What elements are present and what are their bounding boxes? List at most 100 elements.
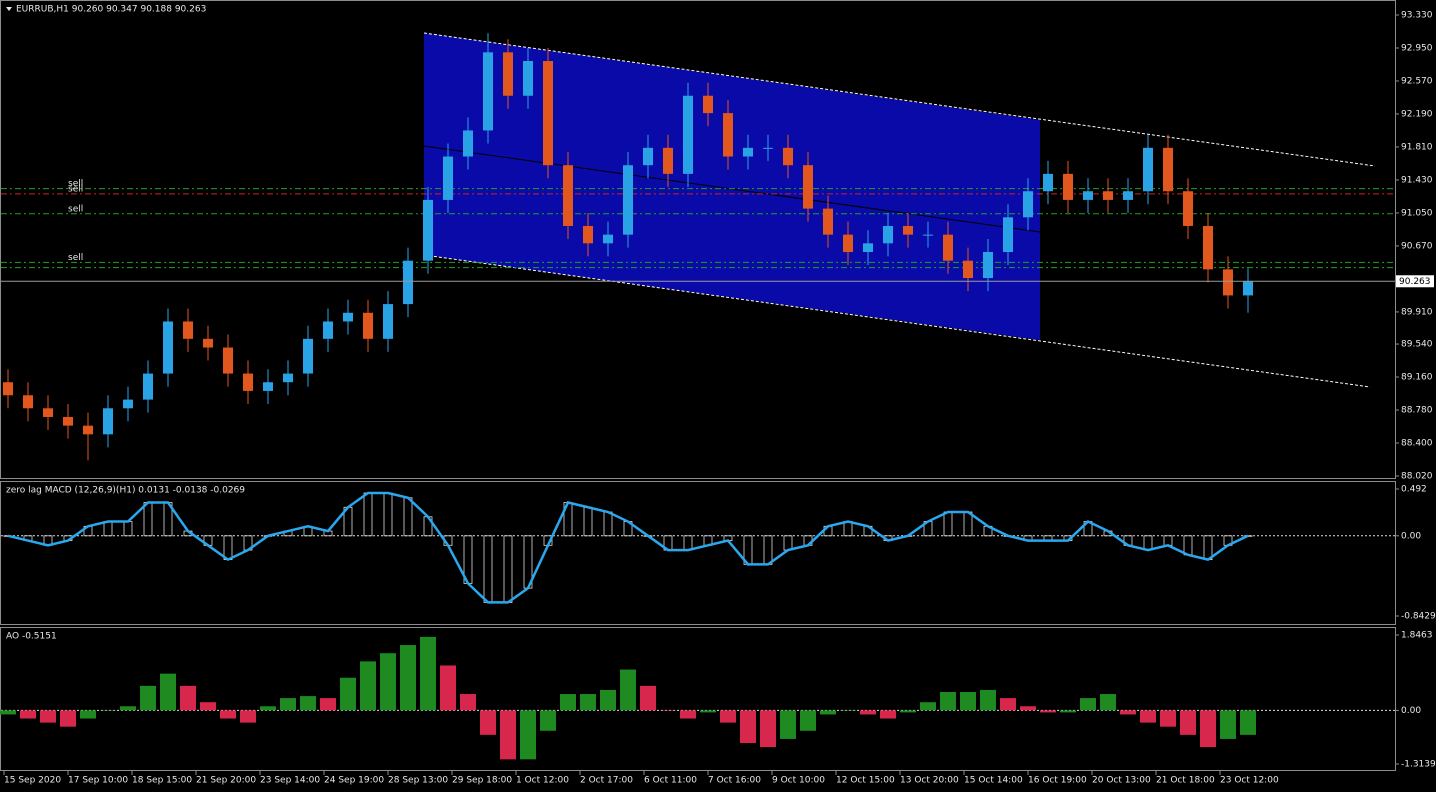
ao-bar: [540, 710, 556, 731]
y-tick-label: -0.8429: [1401, 612, 1436, 622]
x-tick-label: 12 Oct 15:00: [836, 776, 895, 786]
level-label: sell: [68, 184, 83, 194]
x-tick-label: 29 Sep 18:00: [452, 776, 512, 786]
candle-body: [483, 52, 493, 131]
ao-bar: [500, 710, 516, 760]
ao-bar: [580, 694, 596, 711]
ao-bar: [1040, 710, 1056, 713]
ao-bar: [160, 673, 176, 711]
candle-body: [663, 147, 673, 174]
candle-body: [963, 260, 973, 279]
y-tick-label: 92.950: [1401, 43, 1433, 53]
ao-bar: [1180, 710, 1196, 735]
ao-bar: [1060, 710, 1076, 713]
level-label: sell: [68, 253, 83, 263]
candle-body: [523, 61, 533, 96]
candle-body: [923, 234, 933, 236]
x-tick-label: 23 Sep 14:00: [260, 776, 320, 786]
y-tick-label: 89.540: [1401, 340, 1433, 350]
candle-body: [83, 425, 93, 435]
x-tick-label: 21 Sep 20:00: [196, 776, 256, 786]
candle-body: [1043, 173, 1053, 192]
candle-body: [263, 382, 273, 391]
candle-body: [403, 260, 413, 305]
candle-body: [763, 147, 773, 149]
x-tick-label: 28 Sep 13:00: [388, 776, 448, 786]
ao-bar: [720, 710, 736, 723]
ao-bar: [1100, 694, 1116, 711]
x-tick-label: 1 Oct 12:00: [516, 776, 569, 786]
channel-fill: [424, 33, 1040, 340]
candle-body: [183, 321, 193, 339]
candle-body: [543, 61, 553, 166]
candle-body: [223, 347, 233, 374]
y-tick-label: 93.330: [1401, 11, 1433, 21]
candle-body: [643, 147, 653, 166]
candle-body: [723, 113, 733, 157]
x-tick-label: 17 Sep 10:00: [68, 776, 128, 786]
x-tick-label: 21 Oct 18:00: [1156, 776, 1215, 786]
candle-body: [1083, 191, 1093, 200]
ao-bar: [760, 710, 776, 748]
ao-bar: [700, 710, 716, 713]
ao-bar: [80, 710, 96, 719]
candle-body: [203, 338, 213, 348]
ao-bar: [780, 710, 796, 739]
candle-body: [683, 95, 693, 174]
ao-bar: [880, 710, 896, 719]
candle-body: [103, 408, 113, 435]
ao-bar: [440, 665, 456, 711]
ao-bar: [660, 710, 676, 711]
candle-body: [1223, 269, 1233, 296]
candle-body: [303, 338, 313, 374]
y-tick-label: 92.570: [1401, 76, 1433, 86]
ao-bar: [940, 691, 956, 711]
x-tick-label: 20 Oct 13:00: [1092, 776, 1151, 786]
level-label: sell: [68, 179, 83, 189]
x-tick-label: 9 Oct 10:00: [772, 776, 825, 786]
candle-body: [463, 130, 473, 157]
ao-bar: [180, 685, 196, 711]
macd-header: zero lag MACD (12,26,9)(H1) 0.0131 -0.01…: [6, 486, 245, 496]
candle-body: [1243, 281, 1253, 296]
x-tick-label: 23 Oct 12:00: [1220, 776, 1279, 786]
candle-body: [1143, 147, 1153, 192]
ao-bar: [300, 696, 316, 711]
y-tick-label: 89.910: [1401, 307, 1433, 317]
ao-bar: [200, 702, 216, 711]
candle-body: [423, 199, 433, 261]
candle-body: [323, 321, 333, 339]
ao-bar: [40, 710, 56, 723]
y-tick-label: 91.810: [1401, 142, 1433, 152]
candle-body: [243, 373, 253, 391]
ao-bar: [380, 653, 396, 711]
y-tick-label: 90.670: [1401, 241, 1433, 251]
candle-body: [863, 243, 873, 253]
ao-bar: [220, 710, 236, 719]
x-tick-label: 15 Sep 2020: [4, 776, 61, 786]
y-tick-label: 88.400: [1401, 439, 1433, 449]
macd-panel-frame: [0, 481, 1396, 625]
ao-bar: [340, 677, 356, 711]
candle-body: [703, 95, 713, 114]
candle-body: [63, 416, 73, 426]
channel-lower: [423, 254, 1371, 388]
ao-bar: [620, 669, 636, 711]
x-tick-label: 13 Oct 20:00: [900, 776, 959, 786]
candle-body: [843, 234, 853, 253]
x-tick-label: 15 Oct 14:00: [964, 776, 1023, 786]
candle-body: [1123, 191, 1133, 200]
ao-bar: [960, 691, 976, 711]
y-tick-label: 88.020: [1401, 472, 1433, 482]
candle-body: [623, 165, 633, 235]
ao-bar: [820, 710, 836, 715]
candle-body: [343, 312, 353, 322]
ao-bar: [980, 689, 996, 711]
candle-body: [1163, 147, 1173, 192]
candle-body: [443, 156, 453, 200]
candle-body: [1063, 173, 1073, 200]
candle-body: [503, 52, 513, 96]
x-tick-label: 16 Oct 19:00: [1028, 776, 1087, 786]
level-label: sell: [68, 204, 83, 214]
ao-bar: [900, 710, 916, 713]
